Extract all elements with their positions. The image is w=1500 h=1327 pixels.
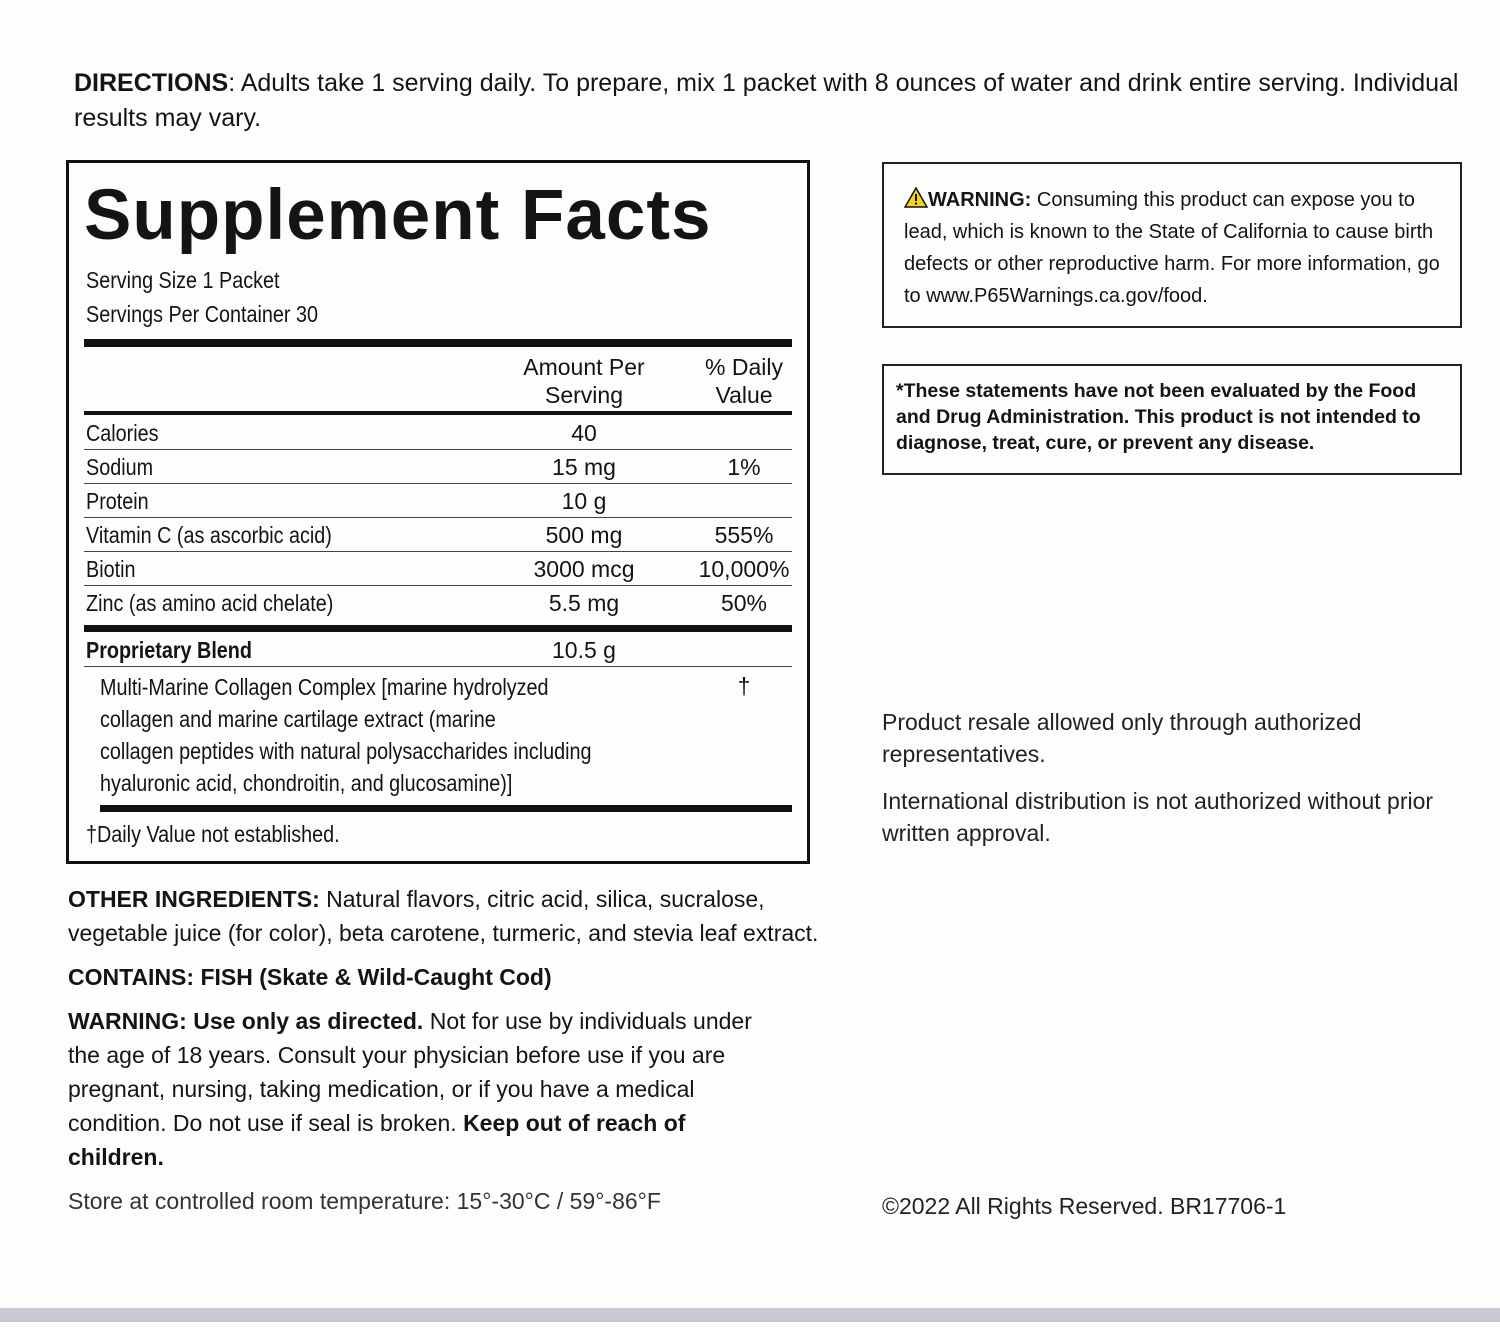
nutrient-amount: 40 — [571, 420, 597, 446]
footnote: †Daily Value not established. — [86, 821, 340, 847]
thick-divider — [84, 625, 792, 632]
blend-line: hyaluronic acid, chondroitin, and glucos… — [100, 770, 513, 796]
thick-divider — [100, 805, 792, 812]
nutrient-name: Sodium — [86, 454, 154, 480]
nutrient-amount: 15 mg — [552, 454, 616, 480]
nutrient-dv: 1% — [727, 454, 761, 480]
nutrient-name: Calories — [86, 420, 159, 446]
dv-header-line: Value — [715, 382, 773, 408]
nutrient-amount: 500 mg — [545, 522, 623, 548]
serving-size: Serving Size 1 Packet — [86, 267, 280, 293]
nutrient-name: Biotin — [86, 556, 136, 582]
warning-bold: WARNING: Use only as directed. — [68, 1008, 424, 1034]
nutrient-row: Protein 10 g — [84, 484, 792, 518]
blend-line: collagen peptides with natural polysacch… — [100, 738, 592, 764]
contains-allergens: CONTAINS: FISH (Skate & Wild-Caught Cod) — [68, 964, 552, 990]
nutrient-row: Calories 40 — [84, 416, 792, 450]
blend-line: Multi-Marine Collagen Complex [marine hy… — [100, 674, 549, 700]
thick-divider — [84, 339, 792, 347]
supplement-facts-title: Supplement Facts — [84, 176, 712, 255]
blend-name: Proprietary Blend — [86, 637, 252, 663]
nutrient-row: Vitamin C (as ascorbic acid) 500 mg 555% — [84, 518, 792, 552]
blend-dv: † — [737, 673, 751, 699]
dv-header: % Daily Value — [664, 353, 824, 409]
blend-amount: 10.5 g — [552, 637, 616, 663]
divider — [84, 411, 792, 415]
prop65-label: WARNING: — [928, 189, 1032, 211]
nutrient-name: Vitamin C (as ascorbic acid) — [86, 522, 332, 548]
nutrient-dv: 555% — [714, 522, 774, 548]
blend-line: collagen and marine cartilage extract (m… — [100, 706, 496, 732]
amount-header-line: Amount Per — [523, 354, 645, 380]
blend-row: Proprietary Blend 10.5 g — [84, 633, 792, 667]
prop65-warning-box: WARNING: Consuming this product can expo… — [882, 162, 1462, 328]
directions-label: DIRECTIONS — [74, 69, 229, 97]
nutrient-amount: 3000 mcg — [533, 556, 635, 582]
label-notes: OTHER INGREDIENTS: Natural flavors, citr… — [68, 882, 828, 1228]
directions-text: : Adults take 1 serving daily. To prepar… — [74, 69, 1459, 132]
warning-bold-children: Keep out of reach of children. — [68, 1110, 686, 1170]
prop65-text: Consuming this product can expose you to… — [904, 189, 1440, 307]
other-ingredients: OTHER INGREDIENTS: Natural flavors, citr… — [68, 882, 828, 950]
warning-triangle-icon — [903, 186, 929, 208]
blend-ingredients: Multi-Marine Collagen Complex [marine hy… — [100, 671, 660, 799]
fda-disclaimer: *These statements have not been evaluate… — [896, 380, 1421, 454]
storage-instructions: Store at controlled room temperature: 15… — [68, 1188, 661, 1214]
nutrient-row: Sodium 15 mg 1% — [84, 450, 792, 484]
amount-header-line: Serving — [545, 382, 623, 408]
nutrient-dv: 50% — [720, 590, 768, 616]
other-ingredients-text: Natural flavors, citric acid, silica, su… — [68, 886, 819, 946]
amount-header: Amount Per Serving — [504, 353, 664, 409]
nutrient-name: Protein — [86, 488, 149, 514]
nutrient-row: Zinc (as amino acid chelate) 5.5 mg 50% — [84, 586, 792, 619]
servings-per-container: Servings Per Container 30 — [86, 301, 318, 327]
nutrient-dv: 10,000% — [698, 556, 790, 582]
supplement-facts-panel: Supplement Facts Serving Size 1 Packet S… — [66, 160, 810, 864]
international-notice: International distribution is not author… — [882, 788, 1434, 846]
resale-notice: Product resale allowed only through auth… — [882, 709, 1362, 767]
nutrient-name: Zinc (as amino acid chelate) — [86, 590, 334, 616]
dv-header-line: % Daily — [705, 354, 783, 380]
other-ingredients-label: OTHER INGREDIENTS: — [68, 886, 320, 912]
nutrient-amount: 5.5 mg — [548, 590, 620, 616]
copyright: ©2022 All Rights Reserved. BR17706-1 — [882, 1193, 1287, 1219]
warning-text: Not for use by individuals under the age… — [68, 1008, 752, 1136]
nutrient-amount: 10 g — [561, 488, 607, 514]
usage-warning: WARNING: Use only as directed. Not for u… — [68, 1004, 768, 1174]
bottom-stripe — [0, 1308, 1500, 1322]
prop65-warning: WARNING: Consuming this product can expo… — [903, 184, 1440, 312]
fda-disclaimer-box: *These statements have not been evaluate… — [882, 364, 1462, 475]
directions: DIRECTIONS: Adults take 1 serving daily.… — [74, 66, 1474, 136]
nutrient-row: Biotin 3000 mcg 10,000% — [84, 552, 792, 586]
